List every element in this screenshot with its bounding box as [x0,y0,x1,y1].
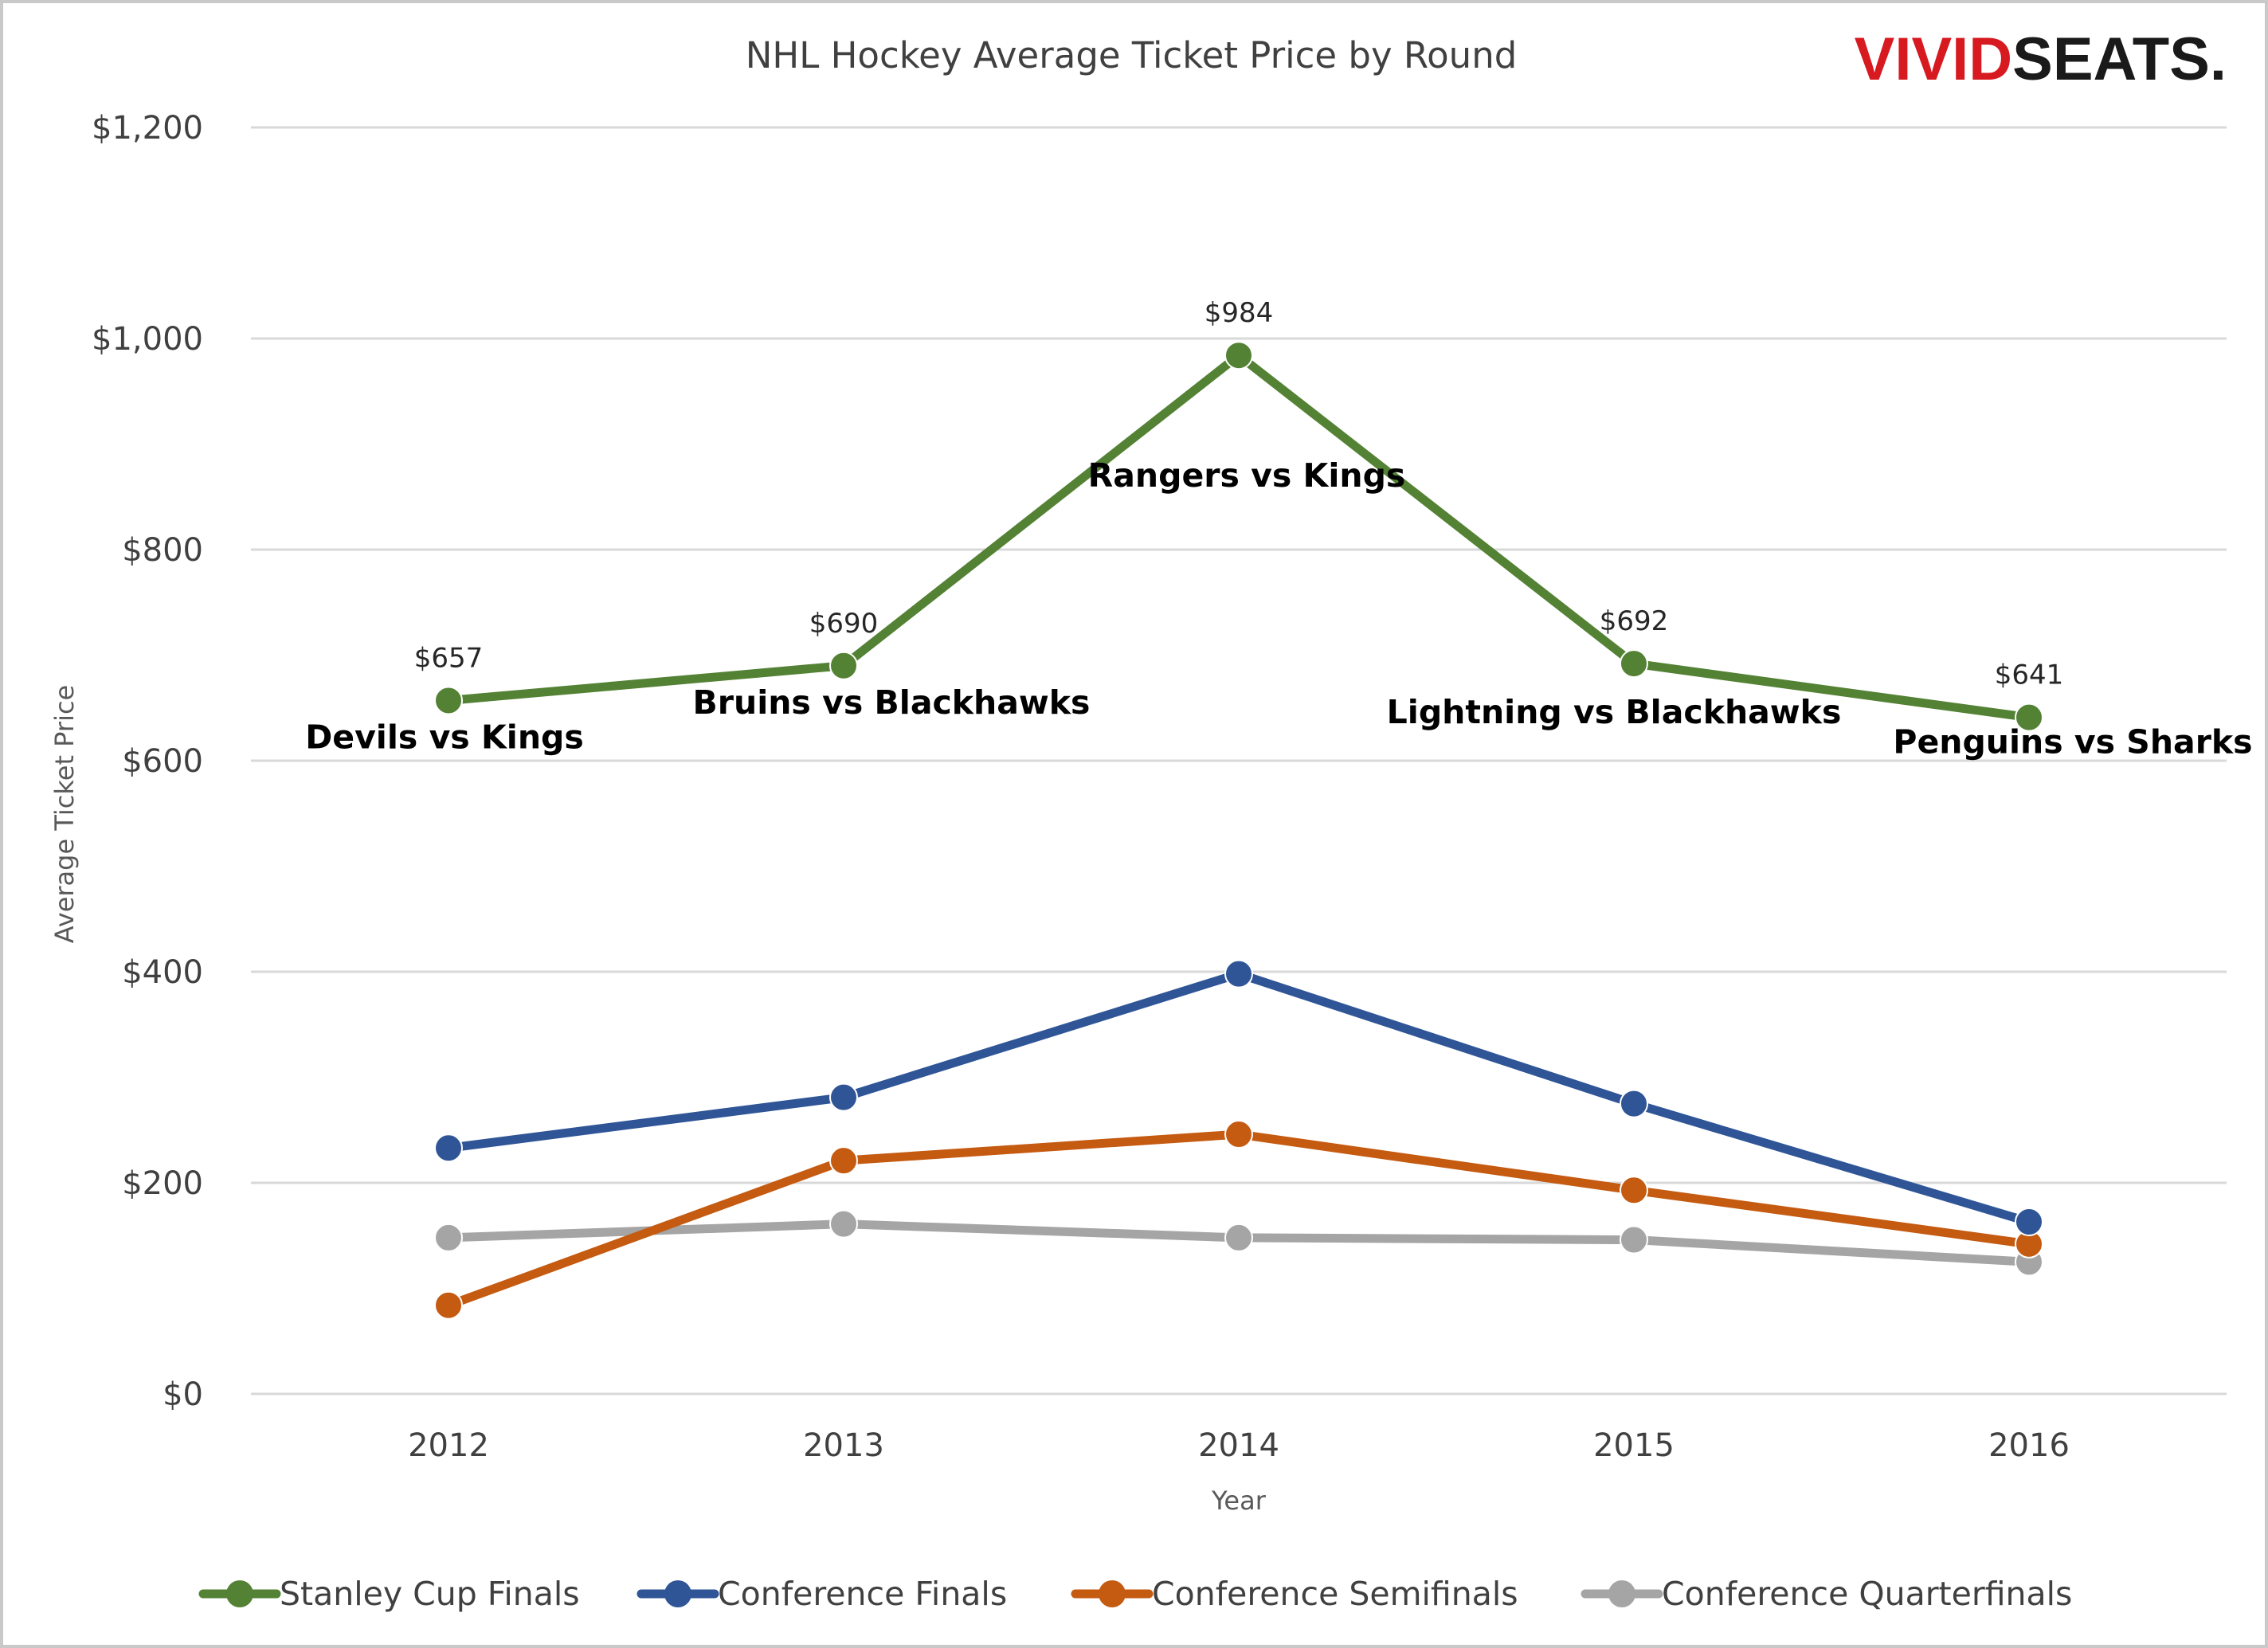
data-point [2015,1208,2043,1237]
y-tick-label: $1,200 [92,110,203,147]
series-line [444,969,2034,1227]
y-tick-label: $0 [163,1376,203,1413]
data-point [434,1223,463,1252]
y-axis-ticks: $0 $200 $400 $600 $800 $1,000 $1,200 [92,110,203,1413]
x-tick-label: 2015 [1593,1427,1675,1464]
data-label: $692 [1600,605,1669,637]
y-tick-label: $200 [122,1165,203,1202]
data-point [829,651,858,680]
data-point [1224,1120,1253,1149]
data-label: $690 [809,608,879,640]
x-tick-label: 2012 [408,1427,489,1464]
chart-title: NHL Hockey Average Ticket Price by Round [746,34,1518,76]
legend-swatch-marker [1608,1580,1635,1607]
data-point [1620,1089,1648,1118]
data-point [1224,1223,1253,1252]
data-point [434,1290,463,1320]
matchup-label: Rangers vs Kings [1088,456,1406,495]
y-tick-label: $400 [122,954,203,991]
legend-swatch-marker [664,1580,691,1607]
legend-label: Conference Quarterfinals [1662,1575,2072,1613]
data-point [2015,703,2043,732]
legend: Stanley Cup Finals Conference Finals Confe… [198,1575,2072,1613]
data-label: $657 [414,642,484,674]
data-label: $641 [1995,660,2064,691]
matchup-label: Lightning vs Blackhawks [1387,693,1842,731]
data-point [829,1146,858,1176]
x-tick-label: 2014 [1198,1427,1279,1464]
x-tick-label: 2016 [1988,1427,2070,1464]
y-tick-label: $1,000 [92,321,203,358]
matchup-label: Penguins vs Sharks [1893,723,2252,761]
matchup-label: Devils vs Kings [305,718,584,756]
legend-swatch-marker [226,1580,253,1607]
data-point [1224,959,1253,988]
data-point [1620,1225,1648,1255]
data-labels: $657 Devils vs Kings $690 Bruins vs Blackha… [305,297,2252,761]
logo-vivid-text: VIVID [1855,25,2013,93]
legend-label: Conference Semifinals [1152,1575,1518,1613]
data-point [434,686,463,715]
legend-swatch-marker [1099,1580,1126,1607]
logo-seats-text: SEATS. [2012,25,2227,93]
legend-label: Stanley Cup Finals [280,1575,580,1613]
data-point [1224,341,1253,370]
data-point [434,1133,463,1163]
series-lines [434,341,2043,1320]
series-line [444,1129,2034,1310]
y-tick-label: $600 [122,743,203,780]
svg-text:VIVIDSEATS.: VIVIDSEATS. [1855,25,2227,93]
vivid-seats-logo: VIVIDSEATS. [1855,25,2227,93]
matchup-label: Bruins vs Blackhawks [693,683,1091,722]
data-point [829,1082,858,1112]
x-tick-label: 2013 [803,1427,884,1464]
y-tick-label: $800 [122,532,203,569]
data-label: $984 [1205,297,1274,329]
y-axis-title: Average Ticket Price [49,685,80,943]
x-axis-ticks: 2012 2013 2014 2015 2016 [408,1427,2070,1464]
x-axis-title: Year [1211,1486,1267,1516]
data-point [1620,649,1648,679]
legend-label: Conference Finals [718,1575,1007,1613]
data-point [829,1209,858,1239]
data-point [1620,1176,1648,1205]
series-line [444,350,2034,722]
